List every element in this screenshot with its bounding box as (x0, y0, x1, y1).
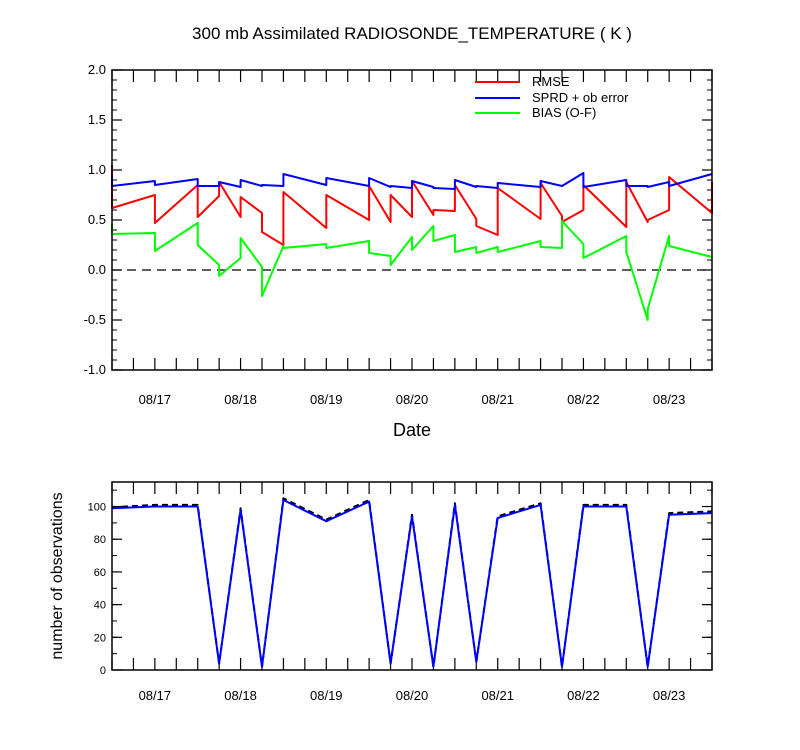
x-date-label: 08/23 (653, 392, 686, 407)
top-chart-xlabel: Date (393, 420, 431, 440)
legend-label-rmse: RMSE (532, 74, 570, 89)
y-tick-label: 0.5 (88, 212, 106, 227)
top-chart-title: 300 mb Assimilated RADIOSONDE_TEMPERATUR… (192, 24, 632, 43)
series-line-2 (111, 220, 713, 321)
y-tick-label: -1.0 (84, 362, 106, 377)
series-line-0 (111, 165, 713, 246)
x-date-label: 08/21 (481, 688, 514, 703)
y-tick-label: 40 (94, 600, 106, 612)
x-date-label: 08/19 (310, 392, 343, 407)
legend-label-bias: BIAS (O-F) (532, 105, 596, 120)
x-date-label: 08/21 (481, 392, 514, 407)
bottom-chart-plot-area: 0 20 40 60 80 100 08/17 08/18 08/19 08/20 08/21 08/… (88, 482, 713, 703)
series-line-0 (111, 497, 713, 668)
y-tick-label: 20 (94, 632, 106, 644)
y-tick-label: 80 (94, 534, 106, 546)
y-tick-label: 1.0 (88, 162, 106, 177)
y-tick-label: 100 (88, 502, 106, 514)
x-date-label: 08/22 (567, 392, 600, 407)
x-date-label: 08/17 (139, 392, 172, 407)
x-date-label: 08/18 (224, 688, 257, 703)
x-date-label: 08/18 (224, 392, 257, 407)
top-chart-frame (111, 69, 713, 371)
y-tick-label: -0.5 (84, 312, 106, 327)
y-tick-label: 0.0 (88, 262, 106, 277)
series-line-1 (111, 172, 713, 190)
x-date-label: 08/20 (396, 688, 429, 703)
x-date-label: 08/22 (567, 688, 600, 703)
y-tick-label: 60 (94, 567, 106, 579)
y-tick-label: 1.5 (88, 112, 106, 127)
x-date-label: 08/19 (310, 688, 343, 703)
top-chart-legend: RMSE SPRD + ob error BIAS (O-F) (475, 74, 629, 120)
x-date-label: 08/17 (139, 688, 172, 703)
top-chart-plot-area: -1.0 -0.5 0.0 0.5 1.0 1.5 2.0 08/17 08/18 08/19 08… (84, 62, 713, 407)
y-tick-label: 0 (100, 665, 106, 677)
bottom-chart-ylabel: number of observations (49, 492, 66, 659)
legend-label-sprd: SPRD + ob error (532, 90, 629, 105)
x-date-label: 08/23 (653, 688, 686, 703)
x-date-label: 08/20 (396, 392, 429, 407)
bottom-chart-frame (111, 481, 713, 671)
series-line-1 (111, 499, 713, 668)
y-tick-label: 2.0 (88, 62, 106, 77)
